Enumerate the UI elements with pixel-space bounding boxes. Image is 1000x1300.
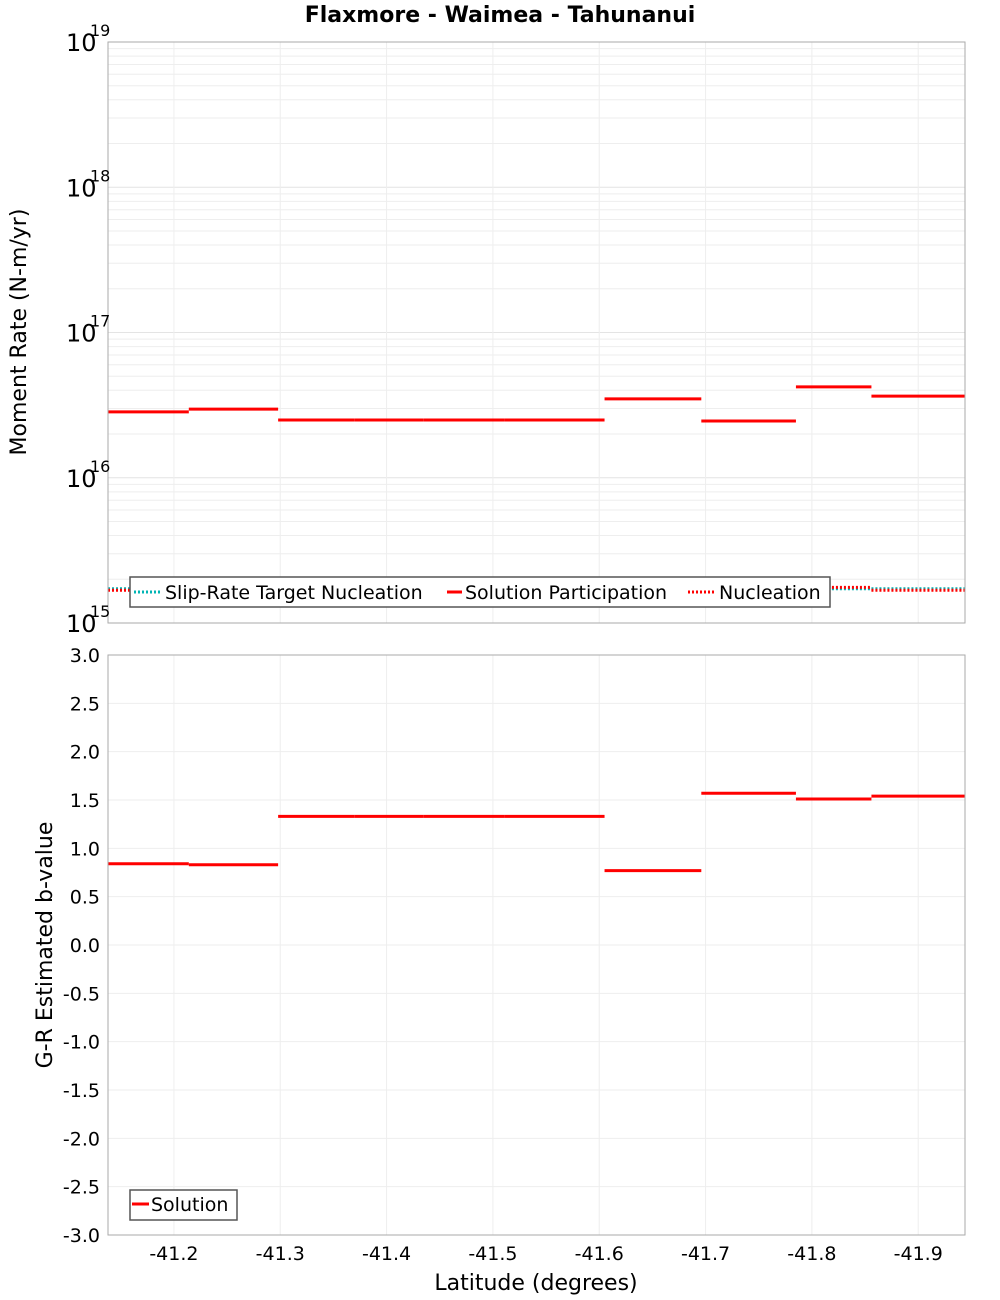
x-tick-label: -41.8 [787, 1243, 836, 1265]
x-tick-label: -41.2 [149, 1243, 198, 1265]
y-tick-exponent: 15 [90, 602, 110, 621]
legend-label: Solution Participation [465, 582, 667, 604]
legend-label: Nucleation [719, 582, 821, 604]
y-tick-label: -1.0 [63, 1032, 100, 1054]
x-tick-label: -41.6 [575, 1243, 624, 1265]
chart-title: Flaxmore - Waimea - Tahunanui [305, 3, 696, 28]
y-tick-exponent: 17 [90, 312, 110, 331]
top-plot-frame [107, 41, 966, 624]
b-value-plot: 3.0 2.5 2.0 1.5 1.0 0.5 0.0 -0.5 -1.0 -1.5 -2.0 -2.… [33, 645, 966, 1296]
legend-label: Solution [151, 1194, 228, 1216]
y-tick-exponent: 19 [90, 21, 110, 40]
top-series [108, 385, 965, 592]
y-tick-label: 1.5 [70, 790, 100, 812]
y-tick-label: 3.0 [70, 645, 100, 667]
bottom-legend: Solution [129, 1189, 238, 1221]
legend-label: Slip-Rate Target Nucleation [165, 582, 423, 604]
x-tick-label: -41.7 [681, 1243, 730, 1265]
x-tick-label: -41.5 [468, 1243, 517, 1265]
x-axis-label: Latitude (degrees) [434, 1271, 637, 1296]
y-tick-exponent: 16 [90, 457, 110, 476]
y-tick-label: -3.0 [63, 1225, 100, 1247]
y-tick-label: 0.5 [70, 887, 100, 909]
bottom-series [108, 791, 965, 873]
y-tick-label: 2.5 [70, 693, 100, 715]
y-tick-label: -1.5 [63, 1080, 100, 1102]
x-tick-label: -41.9 [894, 1243, 943, 1265]
y-tick-label: 2.0 [70, 742, 100, 764]
x-tick-label: -41.4 [362, 1243, 411, 1265]
x-tick-label: -41.3 [256, 1243, 305, 1265]
y-tick-label: -2.5 [63, 1177, 100, 1199]
x-ticks: -41.2 -41.3 -41.4 -41.5 -41.6 -41.7 -41.8 -41.9 [149, 1243, 942, 1265]
bottom-grid [108, 654, 965, 1236]
y-tick-label: -2.0 [63, 1128, 100, 1150]
y-tick-label: 0.0 [70, 935, 100, 957]
y-tick-exponent: 18 [90, 166, 110, 185]
y-tick-label: -0.5 [63, 983, 100, 1005]
bottom-y-ticks: 3.0 2.5 2.0 1.5 1.0 0.5 0.0 -0.5 -1.0 -1.5 -2.0 -2.… [63, 645, 100, 1247]
bottom-plot-frame [107, 654, 966, 1236]
top-y-axis-label: Moment Rate (N-m/yr) [7, 209, 32, 456]
y-tick-label: 10 [66, 174, 97, 202]
top-grid [108, 42, 965, 624]
y-tick-label: 10 [66, 29, 97, 57]
y-tick-label: 10 [66, 610, 97, 638]
bottom-y-axis-label: G-R Estimated b-value [33, 822, 58, 1069]
y-tick-label: 10 [66, 465, 97, 493]
y-tick-label: 10 [66, 320, 97, 348]
top-legend: Slip-Rate Target Nucleation Solution Part… [129, 576, 831, 608]
y-tick-label: 1.0 [70, 838, 100, 860]
